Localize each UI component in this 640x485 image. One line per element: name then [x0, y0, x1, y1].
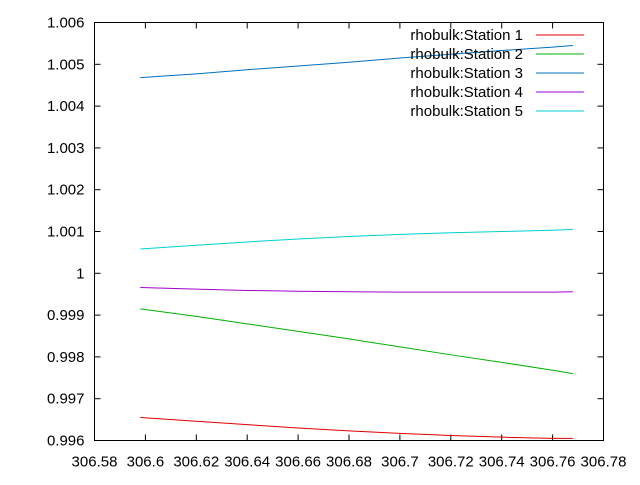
y-tick-label: 1.005 [47, 56, 85, 73]
legend-label-station-1: rhobulk:Station 1 [410, 27, 523, 44]
y-tick-label: 0.997 [47, 391, 85, 408]
legend: rhobulk:Station 1 rhobulk:Station 2 rhobul… [410, 27, 584, 120]
y-tick-label: 1.001 [47, 224, 85, 241]
series-lines [140, 44, 574, 439]
legend-label-station-5: rhobulk:Station 5 [410, 103, 523, 120]
x-tick-label: 306.7 [381, 454, 419, 471]
x-tick-label: 306.58 [72, 454, 118, 471]
x-tick-label: 306.72 [428, 454, 474, 471]
x-tick-label: 306.64 [224, 454, 270, 471]
y-tick-label: 0.996 [47, 433, 85, 450]
series-line-station-4 [140, 287, 573, 293]
series-line-station-2 [140, 308, 574, 375]
x-tick-label: 306.74 [479, 454, 525, 471]
legend-label-station-3: rhobulk:Station 3 [410, 65, 523, 82]
axis-ticks: 0.996 0.997 0.998 0.999 1 1.001 1.002 1.003 1.00… [47, 15, 626, 471]
x-tick-label: 306.76 [530, 454, 576, 471]
plot-frame [94, 22, 604, 441]
y-tick-label: 1.006 [47, 15, 85, 32]
y-tick-label: 1.003 [47, 140, 85, 157]
x-tick-label: 306.62 [173, 454, 219, 471]
series-line-station-3 [140, 44, 574, 79]
y-tick-label: 0.998 [47, 349, 85, 366]
y-tick-label: 1 [76, 265, 84, 282]
x-tick-label: 306.68 [326, 454, 372, 471]
x-tick-label: 306.78 [581, 454, 627, 471]
legend-label-station-2: rhobulk:Station 2 [410, 46, 523, 63]
y-tick-label: 1.002 [47, 182, 85, 199]
x-tick-label: 306.6 [127, 454, 165, 471]
series-line-station-5 [140, 228, 573, 250]
x-tick-label: 306.66 [275, 454, 321, 471]
y-tick-label: 1.004 [47, 98, 85, 115]
series-line-station-1 [140, 417, 573, 439]
legend-label-station-4: rhobulk:Station 4 [410, 84, 523, 101]
y-tick-label: 0.999 [47, 307, 85, 324]
